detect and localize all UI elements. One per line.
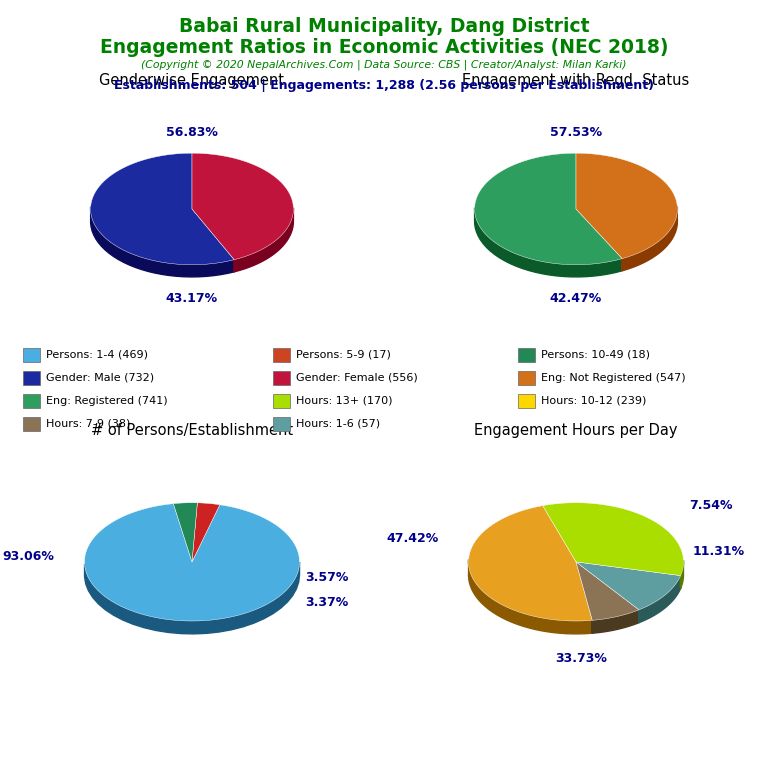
Polygon shape <box>576 562 680 610</box>
Text: Hours: 13+ (170): Hours: 13+ (170) <box>296 396 392 406</box>
Text: Persons: 10-49 (18): Persons: 10-49 (18) <box>541 349 650 360</box>
Polygon shape <box>468 559 592 634</box>
Polygon shape <box>192 153 293 260</box>
Text: 93.06%: 93.06% <box>2 550 55 563</box>
Title: Engagement with Regd. Status: Engagement with Regd. Status <box>462 73 690 88</box>
Polygon shape <box>543 503 684 575</box>
Text: 3.37%: 3.37% <box>305 596 348 609</box>
Polygon shape <box>680 561 684 588</box>
Title: # of Persons/Establishment: # of Persons/Establishment <box>91 423 293 438</box>
Polygon shape <box>91 207 234 277</box>
Text: Persons: 1-4 (469): Persons: 1-4 (469) <box>46 349 148 360</box>
Text: 56.83%: 56.83% <box>166 127 218 139</box>
Polygon shape <box>592 610 639 634</box>
Polygon shape <box>576 153 677 259</box>
Text: 11.31%: 11.31% <box>692 545 744 558</box>
Text: 57.53%: 57.53% <box>550 127 602 139</box>
Text: 42.47%: 42.47% <box>550 292 602 305</box>
Text: Eng: Not Registered (547): Eng: Not Registered (547) <box>541 372 686 383</box>
Polygon shape <box>84 504 300 621</box>
Polygon shape <box>468 505 592 621</box>
Text: Persons: 5-9 (17): Persons: 5-9 (17) <box>296 349 391 360</box>
Text: Hours: 7-9 (38): Hours: 7-9 (38) <box>46 419 131 429</box>
Text: Engagement Ratios in Economic Activities (NEC 2018): Engagement Ratios in Economic Activities… <box>100 38 668 58</box>
Polygon shape <box>91 153 234 265</box>
Polygon shape <box>174 503 197 562</box>
Polygon shape <box>639 575 680 623</box>
Title: Genderwise Engagement: Genderwise Engagement <box>100 73 284 88</box>
Text: Babai Rural Municipality, Dang District: Babai Rural Municipality, Dang District <box>179 17 589 36</box>
Polygon shape <box>622 207 677 271</box>
Text: 43.17%: 43.17% <box>166 292 218 305</box>
Polygon shape <box>84 562 300 634</box>
Text: Eng: Registered (741): Eng: Registered (741) <box>46 396 167 406</box>
Text: 33.73%: 33.73% <box>555 652 607 665</box>
Polygon shape <box>475 208 622 277</box>
Text: 7.54%: 7.54% <box>689 499 733 512</box>
Polygon shape <box>475 153 622 265</box>
Polygon shape <box>192 503 220 562</box>
Text: 47.42%: 47.42% <box>386 531 439 545</box>
Text: Gender: Male (732): Gender: Male (732) <box>46 372 154 383</box>
Text: Establishments: 504 | Engagements: 1,288 (2.56 persons per Establishment): Establishments: 504 | Engagements: 1,288… <box>114 79 654 92</box>
Text: Gender: Female (556): Gender: Female (556) <box>296 372 418 383</box>
Polygon shape <box>234 208 293 272</box>
Text: (Copyright © 2020 NepalArchives.Com | Data Source: CBS | Creator/Analyst: Milan : (Copyright © 2020 NepalArchives.Com | Da… <box>141 60 627 71</box>
Text: 3.57%: 3.57% <box>305 571 348 584</box>
Polygon shape <box>576 562 639 621</box>
Text: Hours: 10-12 (239): Hours: 10-12 (239) <box>541 396 647 406</box>
Title: Engagement Hours per Day: Engagement Hours per Day <box>475 423 677 438</box>
Text: Hours: 1-6 (57): Hours: 1-6 (57) <box>296 419 380 429</box>
